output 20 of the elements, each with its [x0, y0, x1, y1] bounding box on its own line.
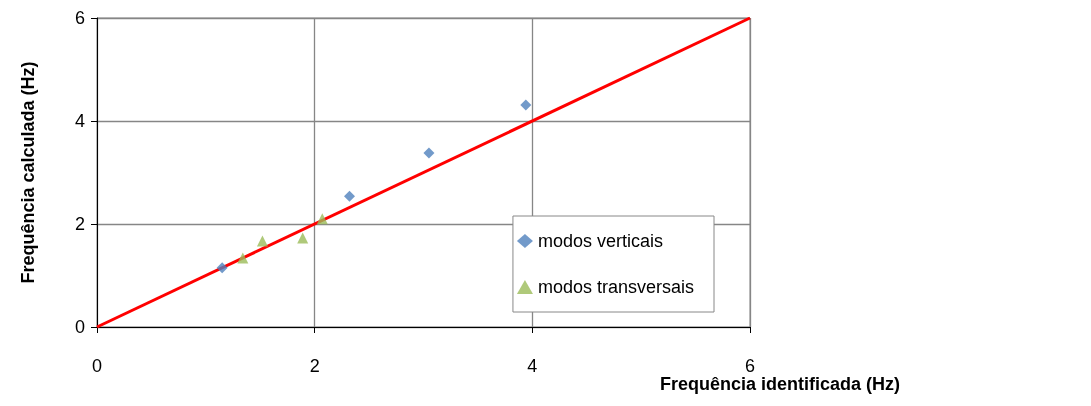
x-tick-label: 6 — [744, 356, 756, 376]
y-tick-label: 4 — [74, 111, 85, 131]
point — [343, 190, 355, 202]
point — [297, 232, 309, 244]
point — [237, 252, 249, 264]
point — [216, 262, 228, 274]
x-tick-label: 2 — [309, 356, 320, 376]
y-tick-label: 6 — [74, 8, 85, 28]
y-axis-title: Frequência calculada (Hz) — [18, 61, 38, 284]
point — [316, 213, 328, 225]
x-tick-label: 4 — [527, 356, 538, 376]
point — [520, 99, 532, 111]
legend-label: modos transversais — [537, 277, 694, 297]
y-tick-label: 2 — [74, 214, 85, 234]
legend-label: modos verticais — [537, 231, 663, 251]
y-tick-label: 0 — [74, 317, 85, 337]
x-tick-label: 0 — [91, 356, 103, 376]
point — [423, 147, 435, 159]
point — [256, 235, 268, 247]
x-axis-title: Frequência identificada (Hz) — [660, 374, 901, 394]
